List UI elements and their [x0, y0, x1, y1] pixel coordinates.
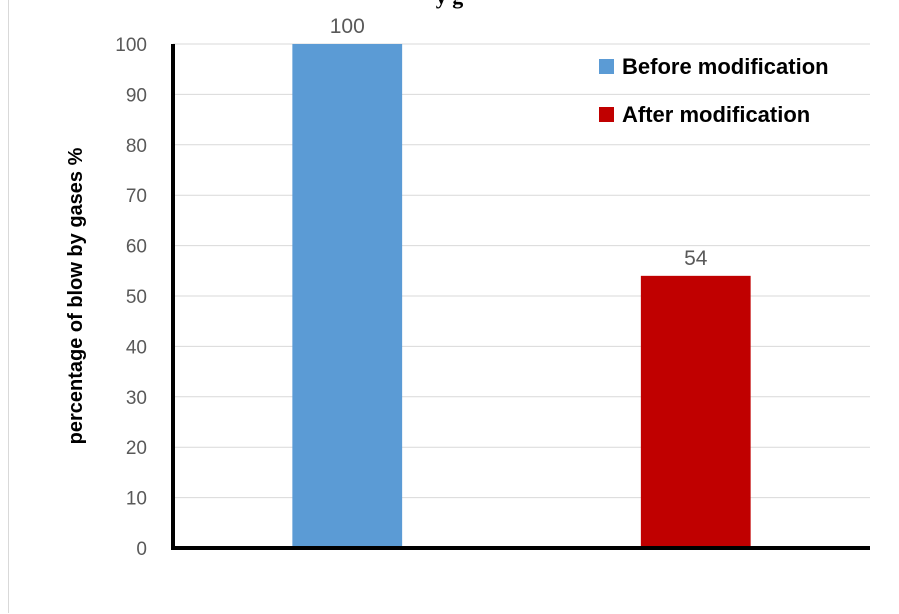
- y-tick-label: 100: [115, 35, 147, 56]
- axes: [171, 44, 870, 550]
- y-tick-label: 10: [126, 489, 147, 510]
- y-tick-label: 80: [126, 136, 147, 157]
- y-tick-label: 40: [126, 337, 147, 358]
- y-tick-labels: 0 10 20 30 40 50 60 70 80 90 100: [115, 35, 147, 560]
- y-tick-label: 70: [126, 186, 147, 207]
- y-tick-label: 30: [126, 388, 147, 409]
- legend-swatch: [599, 107, 614, 122]
- bar: [292, 44, 403, 548]
- data-labels: 100 54: [330, 15, 708, 270]
- y-tick-label: 0: [136, 539, 147, 560]
- data-label: 54: [684, 247, 708, 270]
- y-tick-label: 90: [126, 85, 147, 106]
- y-tick-label: 60: [126, 237, 147, 258]
- chart-frame: [8, 0, 898, 613]
- bar: [640, 275, 751, 548]
- y-tick-label: 50: [126, 287, 147, 308]
- legend-swatch: [599, 59, 614, 74]
- legend-label: Before modification: [622, 54, 829, 79]
- y-tick-label: 20: [126, 438, 147, 459]
- bars: [292, 44, 751, 548]
- legend: Before modification After modification: [599, 54, 829, 127]
- gridlines: [173, 43, 870, 499]
- data-label: 100: [330, 15, 365, 38]
- y-axis-label: percentage of blow by gases %: [65, 147, 87, 444]
- legend-label: After modification: [622, 102, 810, 127]
- chart-title-fragment: y g: [0, 0, 899, 10]
